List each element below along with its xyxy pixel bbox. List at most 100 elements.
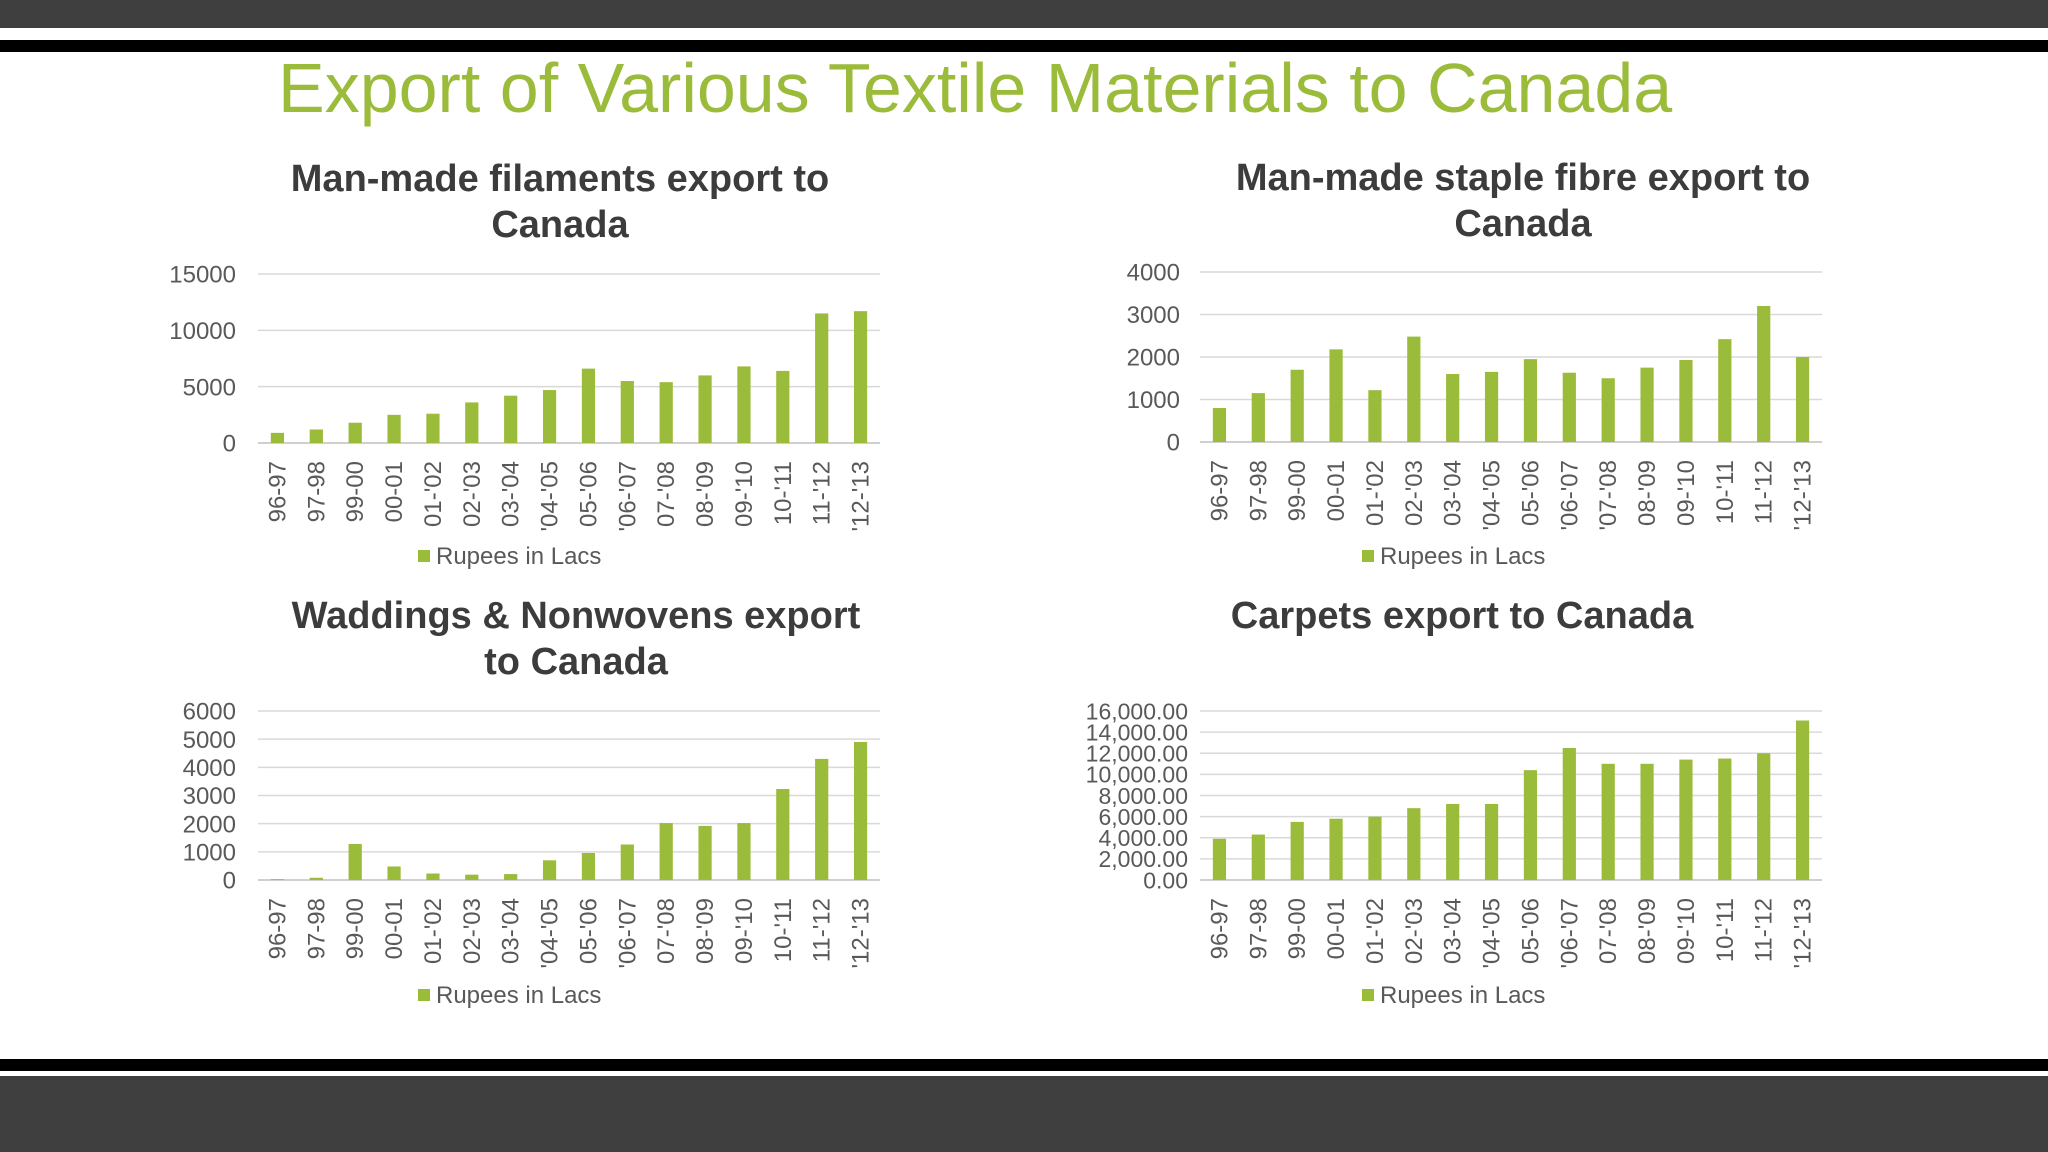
bar	[1251, 393, 1265, 442]
y-tick-label: 3000	[1127, 302, 1180, 329]
legend-swatch	[418, 550, 430, 562]
bar	[387, 866, 401, 880]
bar	[270, 879, 285, 880]
x-tick-label: 99-00	[1284, 898, 1311, 959]
bar	[776, 789, 790, 880]
bar	[853, 311, 868, 443]
x-tick-label: 00-01	[1323, 460, 1350, 521]
x-tick-label: 02-'03	[1401, 460, 1428, 526]
x-tick-label: 08-'09	[692, 461, 719, 527]
bar	[387, 414, 401, 443]
bar	[737, 823, 751, 880]
legend-label: Rupees in Lacs	[1380, 982, 1545, 1009]
bar	[659, 382, 673, 443]
x-tick-label: '06-'07	[1556, 898, 1583, 969]
bar	[1368, 816, 1382, 880]
x-tick-label: 01-'02	[1362, 460, 1389, 526]
chart-title-line: to Canada	[484, 641, 668, 683]
bar	[581, 368, 596, 443]
x-tick-label: 05-'06	[1517, 460, 1544, 526]
legend-swatch	[418, 989, 430, 1001]
bar	[1212, 408, 1227, 442]
bottom-frame-stripe	[0, 1059, 2048, 1071]
chart-title-staple-fibre: Man-made staple fibre export to Canada	[1190, 155, 1856, 247]
bar	[309, 429, 323, 443]
x-tick-label: 05-'06	[575, 898, 602, 964]
bar	[465, 402, 479, 443]
bar	[1562, 372, 1576, 442]
bar	[581, 852, 596, 880]
x-tick-label: 05-'06	[575, 461, 602, 527]
y-tick-label: 0	[223, 431, 236, 458]
x-tick-label: '06-'07	[614, 461, 641, 532]
x-tick-label: 97-98	[303, 461, 330, 522]
x-tick-label: 07-'08	[653, 461, 680, 527]
x-tick-label: 10-'11	[770, 898, 797, 962]
chart-title-waddings: Waddings & Nonwovens export to Canada	[246, 593, 906, 685]
x-tick-label: 96-97	[1206, 898, 1233, 959]
bar	[1640, 763, 1654, 880]
bar	[1290, 821, 1304, 880]
x-tick-label: 10-'11	[1712, 898, 1739, 962]
y-tick-label: 2,000.00	[1098, 846, 1188, 872]
x-tick-label: '12-'13	[848, 898, 875, 969]
x-tick-label: 97-98	[1245, 460, 1272, 521]
slide-title: Export of Various Textile Materials to C…	[278, 49, 1673, 127]
bar	[426, 873, 440, 880]
x-tick-label: 00-01	[1323, 898, 1350, 959]
y-tick-label: 15000	[169, 262, 236, 289]
x-tick-label: '06-'07	[1556, 460, 1583, 531]
x-tick-label: 01-'02	[420, 898, 447, 964]
y-tick-label: 2000	[183, 811, 236, 838]
bar	[1484, 803, 1499, 880]
chart-title-line: Canada	[491, 204, 629, 246]
bar	[620, 844, 634, 880]
x-tick-label: '12-'13	[1790, 460, 1817, 531]
bar	[1757, 306, 1771, 442]
bar	[853, 741, 868, 880]
x-tick-label: '04-'05	[537, 898, 564, 969]
x-tick-label: 02-'03	[459, 461, 486, 527]
y-tick-label: 0.00	[1143, 867, 1188, 893]
bar	[815, 313, 829, 443]
x-tick-label: '12-'13	[848, 461, 875, 532]
bar	[1407, 808, 1421, 880]
x-tick-label: 10-'11	[770, 461, 797, 525]
bar	[776, 370, 790, 443]
bar	[1329, 349, 1343, 442]
x-tick-label: 08-'09	[692, 898, 719, 964]
x-tick-label: 96-97	[1206, 460, 1233, 521]
x-tick-label: 08-'09	[1634, 460, 1661, 526]
x-tick-label: 11-'12	[809, 461, 836, 525]
bar	[1718, 339, 1732, 442]
bar	[465, 874, 479, 880]
x-tick-label: 96-97	[264, 898, 291, 959]
bar	[1795, 357, 1810, 442]
x-tick-label: 05-'06	[1517, 898, 1544, 964]
bottom-frame-band	[0, 1076, 2048, 1152]
x-tick-label: 99-00	[342, 461, 369, 522]
bar	[1484, 371, 1499, 442]
y-tick-label: 1000	[183, 839, 236, 866]
chart-title-line: Man-made staple fibre export to	[1235, 157, 1811, 199]
y-tick-label: 3000	[183, 783, 236, 810]
x-tick-label: 08-'09	[1634, 898, 1661, 964]
x-tick-label: 11-'12	[809, 898, 836, 962]
top-frame-band	[0, 0, 2048, 28]
x-tick-label: 03-'04	[1440, 898, 1467, 964]
bar	[1446, 803, 1460, 880]
bar	[1601, 378, 1615, 442]
y-tick-label: 4000	[1127, 260, 1180, 287]
y-tick-label: 16,000.00	[1086, 698, 1188, 724]
x-tick-label: 97-98	[303, 898, 330, 959]
x-tick-label: '04-'05	[1479, 898, 1506, 969]
chart-title-line: Carpets export to Canada	[1230, 595, 1694, 637]
x-tick-label: 97-98	[1245, 898, 1272, 959]
y-tick-label: 5000	[183, 727, 236, 754]
bar	[1251, 834, 1265, 880]
bar	[309, 877, 323, 880]
bar	[542, 860, 557, 880]
bar	[1523, 770, 1538, 880]
bar	[1795, 720, 1810, 880]
